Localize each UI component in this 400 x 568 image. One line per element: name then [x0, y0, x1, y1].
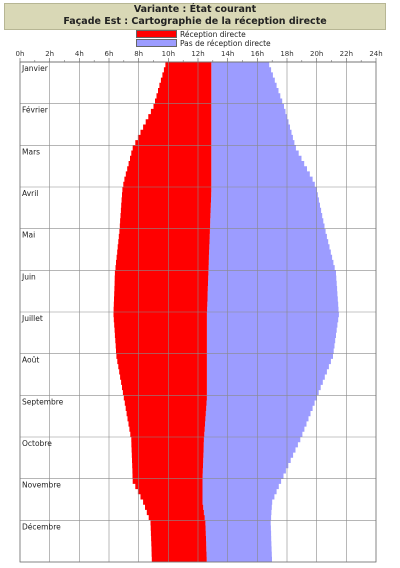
chart-title: Variante : État courant: [133, 4, 257, 15]
x-tick-label: 12h: [191, 50, 204, 58]
month-label: Avril: [22, 189, 38, 198]
chart-title-bar: Variante : État courant Façade Est : Car…: [4, 3, 386, 30]
x-tick-label: 22h: [340, 50, 353, 58]
x-tick-label: 8h: [134, 50, 143, 58]
x-tick-label: 2h: [45, 50, 54, 58]
month-label: Janvier: [21, 64, 49, 73]
legend: Réception directe Pas de réception direc…: [136, 30, 271, 48]
month-label: Mai: [22, 231, 35, 240]
month-label: Juillet: [21, 314, 43, 323]
x-tick-label: 18h: [280, 50, 293, 58]
legend-swatch-direct: [136, 30, 177, 38]
month-label: Juin: [21, 272, 36, 281]
month-label: Novembre: [22, 481, 61, 490]
chart-subtitle: Façade Est : Cartographie de la réceptio…: [63, 16, 327, 27]
x-tick-label: 0h: [16, 50, 25, 58]
month-label: Septembre: [22, 397, 64, 406]
month-label: Février: [22, 106, 49, 115]
legend-label-direct: Réception directe: [180, 30, 246, 39]
month-label: Octobre: [22, 439, 52, 448]
x-tick-label: 24h: [369, 50, 382, 58]
x-tick-label: 16h: [251, 50, 264, 58]
x-tick-label: 14h: [221, 50, 234, 58]
legend-label-no-direct: Pas de réception directe: [180, 39, 271, 48]
x-tick-label: 20h: [310, 50, 323, 58]
legend-item-no-direct: Pas de réception directe: [136, 39, 271, 48]
legend-swatch-no-direct: [136, 39, 177, 47]
x-tick-label: 10h: [162, 50, 175, 58]
month-label: Mars: [22, 147, 40, 156]
plot-frame: [19, 61, 377, 563]
month-label: Décembre: [22, 522, 61, 531]
x-tick-label: 6h: [105, 50, 114, 58]
x-tick-label: 4h: [75, 50, 84, 58]
legend-item-direct: Réception directe: [136, 30, 271, 39]
month-label: Août: [22, 356, 39, 365]
